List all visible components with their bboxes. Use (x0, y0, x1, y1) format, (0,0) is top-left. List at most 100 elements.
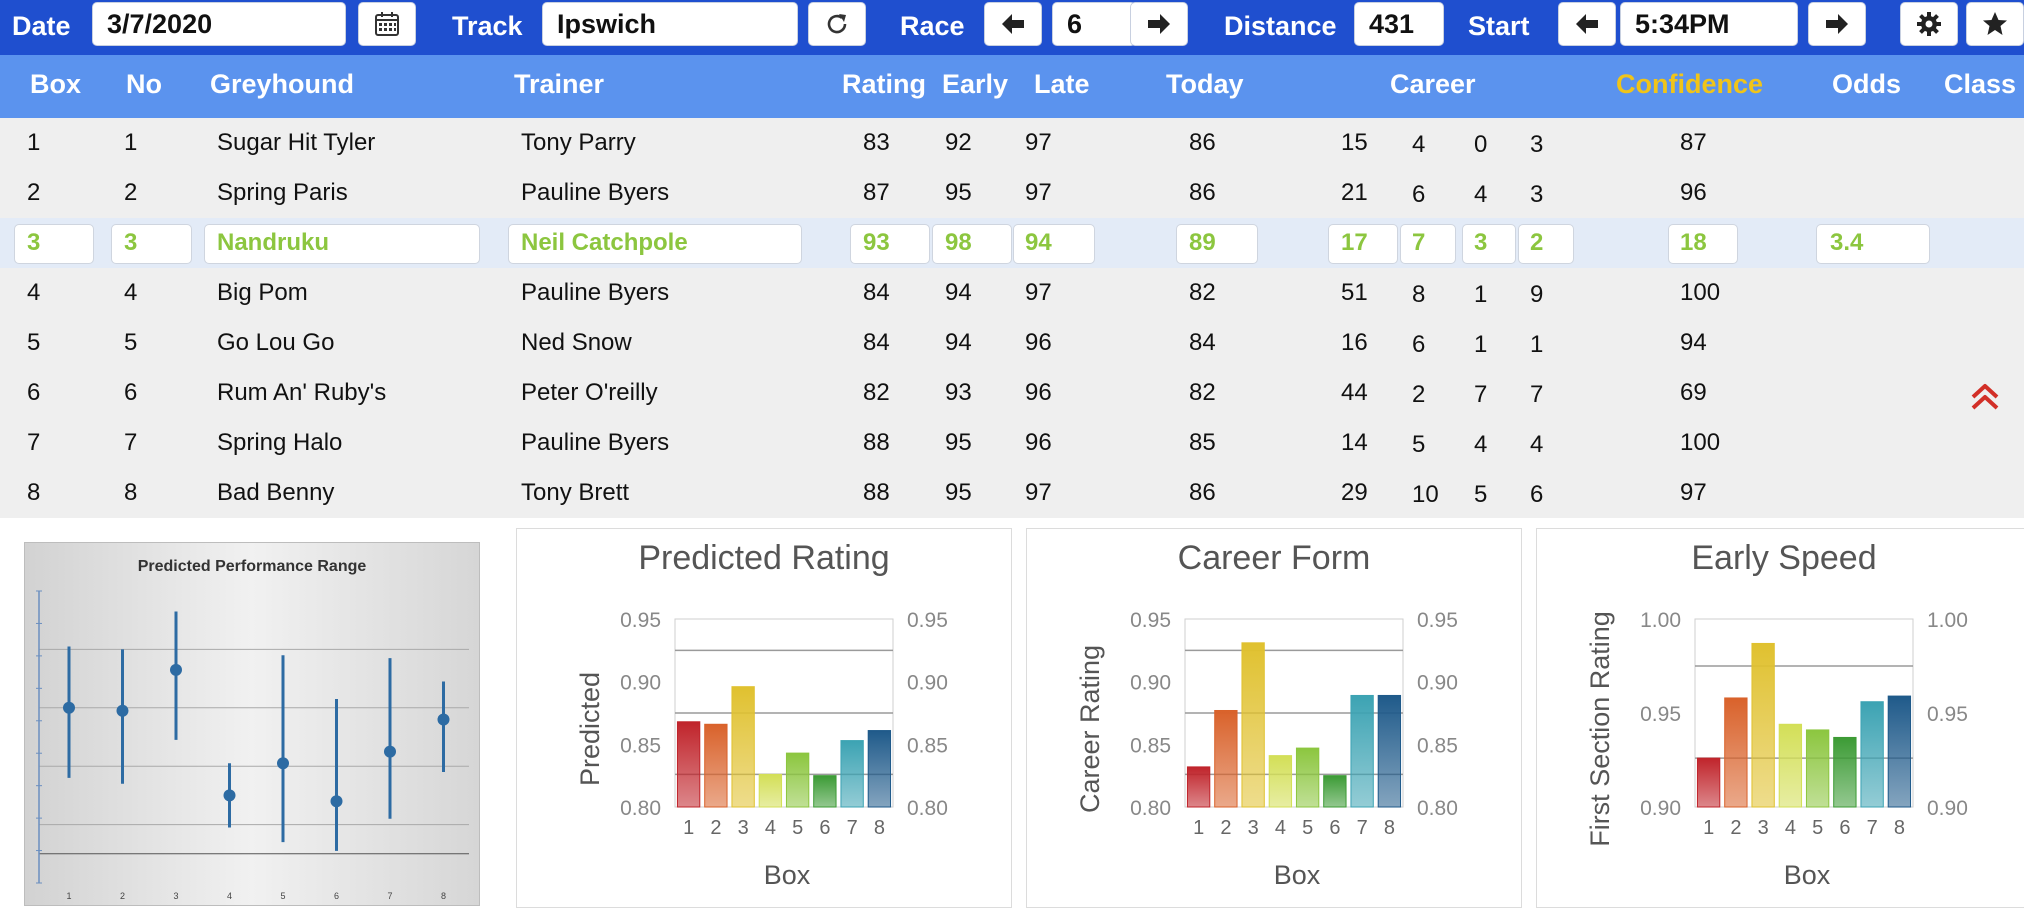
cell-greyhound[interactable]: Rum An' Ruby's (217, 379, 387, 406)
range-point (63, 701, 75, 714)
cell-box: 8 (27, 479, 41, 506)
x-tick-label: 4 (1785, 817, 1796, 839)
start-next-button[interactable] (1808, 2, 1866, 46)
x-tick-label: 6 (334, 891, 339, 901)
y-tick-label-right: 0.80 (907, 797, 948, 820)
cell-greyhound[interactable]: Go Lou Go (217, 329, 335, 356)
cell-greyhound[interactable]: Spring Paris (217, 179, 348, 206)
cell-trainer[interactable]: Peter O'reilly (521, 379, 658, 406)
cell-no: 7 (124, 429, 138, 456)
calendar-icon (375, 12, 399, 36)
arrow-right-icon (1826, 14, 1848, 34)
cell-no: 5 (124, 329, 138, 356)
cell-greyhound[interactable]: Sugar Hit Tyler (217, 129, 376, 156)
cell-no: 8 (124, 479, 138, 506)
table-row[interactable]: 5 5 Go Lou Go Ned Snow 84 94 96 84 16 6 … (0, 318, 2024, 368)
cell-trainer[interactable]: Pauline Byers (521, 429, 670, 456)
cell-greyhound[interactable]: Spring Halo (217, 429, 343, 456)
cell-career-wins: 8 (1412, 281, 1426, 308)
table-row-selected[interactable]: 3 3 Nandruku Neil Catchpole 93 98 94 89 … (0, 218, 2024, 268)
date-input[interactable] (92, 2, 346, 46)
x-tick-label: 2 (120, 891, 125, 901)
header-odds[interactable]: Odds (1832, 69, 1902, 99)
cell-box: 7 (27, 429, 41, 456)
runner-table: 1 1 Sugar Hit Tyler Tony Parry 83 92 97 … (0, 118, 2024, 518)
calendar-button[interactable] (358, 2, 416, 46)
table-row[interactable]: 7 7 Spring Halo Pauline Byers 88 95 96 8… (0, 418, 2024, 468)
table-row[interactable]: 4 4 Big Pom Pauline Byers 84 94 97 82 51… (0, 268, 2024, 318)
header-class[interactable]: Class (1944, 69, 2017, 99)
header-career[interactable]: Career (1390, 69, 1476, 99)
cell-rating: 88 (863, 429, 890, 456)
y-tick-label-left: 0.90 (1130, 672, 1171, 695)
bar-box-8 (1887, 695, 1912, 808)
x-tick-label: 2 (1730, 817, 1741, 839)
race-prev-button[interactable] (984, 2, 1042, 46)
y-tick-label-right: 0.85 (907, 734, 948, 757)
cell-no: 1 (124, 129, 138, 156)
cell-career-seconds: 3 (1474, 229, 1488, 256)
x-tick-label: 3 (173, 891, 178, 901)
cell-confidence: 87 (1680, 129, 1707, 156)
header-rating[interactable]: Rating (842, 69, 926, 99)
cell-career-seconds: 7 (1474, 381, 1488, 408)
cell-greyhound[interactable]: Big Pom (217, 279, 308, 306)
cell-trainer[interactable]: Ned Snow (521, 329, 632, 356)
header-early[interactable]: Early (942, 69, 1009, 99)
cell-no: 3 (124, 229, 138, 256)
header-today[interactable]: Today (1166, 69, 1244, 99)
x-tick-label: 3 (738, 817, 749, 839)
cell-greyhound[interactable]: Nandruku (217, 229, 330, 256)
cell-trainer[interactable]: Pauline Byers (521, 279, 670, 306)
cell-late: 97 (1025, 479, 1052, 506)
cell-career-thirds-frame (1518, 224, 1574, 264)
cell-late: 97 (1025, 179, 1052, 206)
double-chevron-up-icon[interactable] (1970, 382, 2000, 412)
settings-button[interactable] (1900, 2, 1958, 46)
range-point (277, 757, 289, 770)
table-header: Box No Greyhound Trainer Rating Early La… (0, 55, 2024, 118)
cell-today: 85 (1189, 429, 1216, 456)
refresh-button[interactable] (808, 2, 866, 46)
cell-box: 4 (27, 279, 41, 306)
cell-early: 92 (945, 129, 972, 156)
race-input[interactable] (1052, 2, 1136, 46)
cell-early: 93 (945, 379, 972, 406)
table-row[interactable]: 8 8 Bad Benny Tony Brett 88 95 97 86 29 … (0, 468, 2024, 518)
gear-icon (1917, 12, 1941, 36)
cell-rating: 87 (863, 179, 890, 206)
start-time-input[interactable] (1620, 2, 1798, 46)
header-late[interactable]: Late (1034, 69, 1090, 99)
x-tick-label: 5 (1302, 817, 1313, 839)
cell-greyhound[interactable]: Bad Benny (217, 479, 335, 506)
distance-input[interactable] (1354, 2, 1444, 46)
track-input[interactable] (542, 2, 798, 46)
bar-box-2 (704, 723, 728, 808)
table-row[interactable]: 2 2 Spring Paris Pauline Byers 87 95 97 … (0, 168, 2024, 218)
range-point (170, 663, 182, 676)
cell-trainer[interactable]: Tony Parry (521, 129, 636, 156)
header-greyhound[interactable]: Greyhound (210, 69, 355, 99)
y-tick-label-right: 0.95 (1417, 609, 1458, 632)
header-box[interactable]: Box (30, 69, 82, 99)
cell-trainer[interactable]: Neil Catchpole (521, 229, 688, 256)
cell-trainer[interactable]: Pauline Byers (521, 179, 670, 206)
cell-career-thirds: 9 (1530, 281, 1544, 308)
header-no[interactable]: No (126, 69, 162, 99)
early-speed-card: Early Speed Box First Section Rating 1.0… (1536, 528, 2024, 908)
table-row[interactable]: 1 1 Sugar Hit Tyler Tony Parry 83 92 97 … (0, 118, 2024, 168)
favorite-button[interactable] (1966, 2, 2024, 46)
cell-career-thirds: 2 (1530, 229, 1544, 256)
x-tick-label: 2 (710, 817, 721, 839)
cell-odds[interactable]: 3.4 (1830, 229, 1864, 256)
table-row[interactable]: 6 6 Rum An' Ruby's Peter O'reilly 82 93 … (0, 368, 2024, 418)
race-next-button[interactable] (1130, 2, 1188, 46)
cell-career-starts: 44 (1341, 379, 1368, 406)
header-confidence[interactable]: Confidence (1616, 69, 1764, 99)
cell-trainer[interactable]: Tony Brett (521, 479, 630, 506)
start-prev-button[interactable] (1558, 2, 1616, 46)
x-tick-label: 5 (792, 817, 803, 839)
header-trainer[interactable]: Trainer (514, 69, 605, 99)
cell-today: 86 (1189, 179, 1216, 206)
